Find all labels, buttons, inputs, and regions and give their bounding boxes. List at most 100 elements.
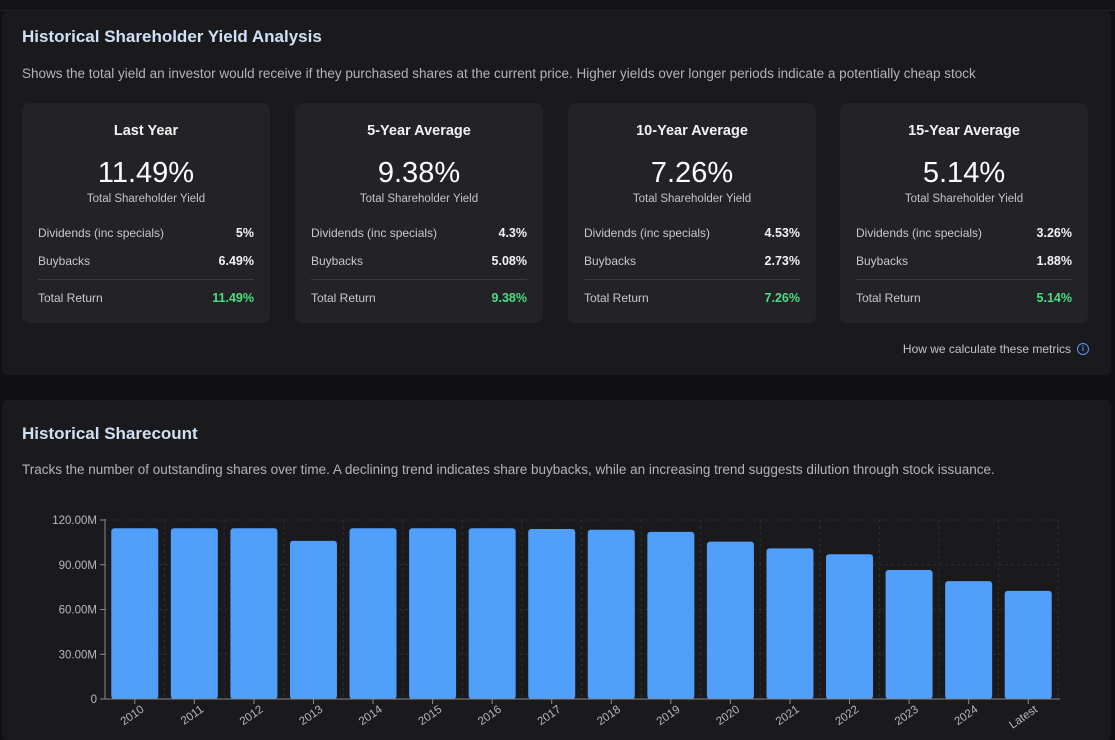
card-title: 15-Year Average xyxy=(908,123,1020,139)
card-total-yield-label: Total Shareholder Yield xyxy=(904,193,1024,205)
top-divider xyxy=(0,0,1115,11)
x-tick-label: 2017 xyxy=(536,704,564,729)
card-total-yield-label: Total Shareholder Yield xyxy=(86,193,206,205)
yield-section-description: Shows the total yield an investor would … xyxy=(22,66,976,81)
card-divider xyxy=(584,279,800,280)
card-title: 10-Year Average xyxy=(636,123,748,139)
bar-2014[interactable] xyxy=(349,528,397,699)
y-tick-label: 0 xyxy=(91,694,97,706)
dividends-value: 4.3% xyxy=(498,226,528,240)
x-tick-label: 2010 xyxy=(119,704,147,729)
card-total-yield-label: Total Shareholder Yield xyxy=(359,193,479,205)
bar-2019[interactable] xyxy=(647,531,695,699)
total-return-value: 7.26% xyxy=(764,291,800,305)
x-tick-label: 2019 xyxy=(655,704,683,729)
total-return-row: Total Return 5.14% xyxy=(856,291,1072,309)
x-tick-label: 2021 xyxy=(774,704,802,729)
card-divider xyxy=(311,279,527,280)
yield-card: 5-Year Average 9.38% Total Shareholder Yie… xyxy=(295,103,543,323)
x-tick-label: Latest xyxy=(1007,703,1040,729)
card-divider xyxy=(856,279,1072,280)
card-title: Last Year xyxy=(113,123,179,139)
x-tick-label: 2016 xyxy=(476,704,504,729)
dividends-label: Dividends (inc specials) xyxy=(584,226,711,240)
info-icon[interactable]: i xyxy=(1077,343,1089,355)
dividends-value: 3.26% xyxy=(1036,226,1072,240)
buybacks-row: Buybacks 1.88% xyxy=(856,254,1072,272)
buybacks-value: 1.88% xyxy=(1036,254,1072,268)
bar-latest[interactable] xyxy=(1004,590,1052,699)
buybacks-label: Buybacks xyxy=(584,254,637,268)
yield-card: 15-Year Average 5.14% Total Shareholder Yi… xyxy=(840,103,1088,323)
total-return-label: Total Return xyxy=(856,291,921,305)
sharecount-section-description: Tracks the number of outstanding shares … xyxy=(22,462,995,477)
total-return-label: Total Return xyxy=(584,291,649,305)
sharecount-panel: Historical Sharecount Tracks the number … xyxy=(2,400,1111,740)
total-return-value: 5.14% xyxy=(1036,291,1072,305)
x-tick-label: 2020 xyxy=(714,704,742,729)
dividends-label: Dividends (inc specials) xyxy=(856,226,983,240)
x-tick-label: 2023 xyxy=(893,704,921,729)
x-tick-label: 2013 xyxy=(297,704,325,729)
total-return-value: 11.49% xyxy=(212,291,254,305)
x-tick-label: 2024 xyxy=(953,703,981,728)
total-return-row: Total Return 9.38% xyxy=(311,291,527,309)
y-tick-label: 60.00M xyxy=(59,605,97,617)
bar-2022[interactable] xyxy=(826,554,874,699)
card-divider xyxy=(38,279,254,280)
bar-2010[interactable] xyxy=(111,528,159,699)
dividends-row: Dividends (inc specials) 3.26% xyxy=(856,226,1072,244)
card-total-yield: 5.14% xyxy=(922,157,1006,189)
total-return-value: 9.38% xyxy=(491,291,527,305)
total-return-row: Total Return 11.49% xyxy=(38,291,254,309)
x-tick-label: 2014 xyxy=(357,703,385,728)
x-tick-label: 2012 xyxy=(238,704,266,729)
yield-card: 10-Year Average 7.26% Total Shareholder Yi… xyxy=(568,103,816,323)
buybacks-label: Buybacks xyxy=(856,254,909,268)
yield-section-title: Historical Shareholder Yield Analysis xyxy=(22,27,322,46)
buybacks-label: Buybacks xyxy=(311,254,364,268)
total-return-label: Total Return xyxy=(38,291,103,305)
buybacks-row: Buybacks 5.08% xyxy=(311,254,527,272)
x-tick-label: 2018 xyxy=(595,704,623,729)
card-total-yield: 11.49% xyxy=(97,157,195,189)
bar-2020[interactable] xyxy=(706,541,754,699)
buybacks-value: 2.73% xyxy=(764,254,800,268)
card-total-yield: 7.26% xyxy=(650,157,734,189)
buybacks-row: Buybacks 2.73% xyxy=(584,254,800,272)
sharecount-bar-chart: 0 30.00M 60.00M 90.00M 120.00M 2010 2011 2012 20… xyxy=(52,515,1060,729)
bar-2013[interactable] xyxy=(289,540,337,699)
total-return-row: Total Return 7.26% xyxy=(584,291,800,309)
help-link-label[interactable]: How we calculate these metrics xyxy=(902,342,1071,356)
dividends-row: Dividends (inc specials) 4.3% xyxy=(311,226,527,244)
y-tick-label: 90.00M xyxy=(59,560,97,572)
x-tick-label: 2022 xyxy=(833,704,861,729)
card-total-yield: 9.38% xyxy=(377,157,461,189)
bar-2015[interactable] xyxy=(409,528,457,699)
how-we-calculate-link[interactable]: How we calculate these metrics i xyxy=(903,342,1089,356)
bar-2017[interactable] xyxy=(528,528,576,699)
shareholder-yield-panel: Historical Shareholder Yield Analysis Sh… xyxy=(2,11,1111,375)
x-tick-label: 2011 xyxy=(179,704,206,728)
buybacks-label: Buybacks xyxy=(38,254,91,268)
buybacks-value: 5.08% xyxy=(491,254,527,268)
sharecount-section-title: Historical Sharecount xyxy=(22,424,198,443)
dividends-value: 5% xyxy=(235,226,254,240)
buybacks-row: Buybacks 6.49% xyxy=(38,254,254,272)
bar-2012[interactable] xyxy=(230,528,278,699)
bar-2016[interactable] xyxy=(468,528,516,699)
total-return-label: Total Return xyxy=(311,291,376,305)
dividends-label: Dividends (inc specials) xyxy=(311,226,438,240)
dividends-label: Dividends (inc specials) xyxy=(38,226,165,240)
bar-2011[interactable] xyxy=(170,528,218,699)
bar-2018[interactable] xyxy=(587,529,635,699)
yield-card: Last Year 11.49% Total Shareholder Yield Di… xyxy=(22,103,270,323)
y-tick-label: 120.00M xyxy=(52,515,97,527)
bar-2023[interactable] xyxy=(885,569,933,699)
buybacks-value: 6.49% xyxy=(218,254,254,268)
bar-2021[interactable] xyxy=(766,548,814,699)
dividends-value: 4.53% xyxy=(764,226,800,240)
bar-2024[interactable] xyxy=(945,581,993,699)
card-title: 5-Year Average xyxy=(367,123,471,139)
y-tick-label: 30.00M xyxy=(59,649,97,661)
